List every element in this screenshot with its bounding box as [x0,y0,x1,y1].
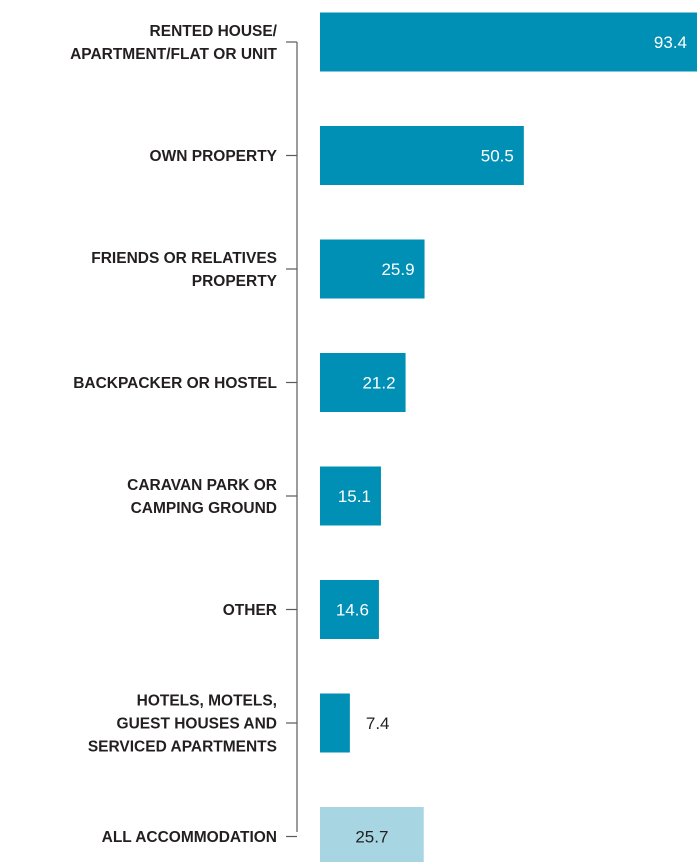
category-label-line: APARTMENT/FLAT OR UNIT [70,46,277,63]
bar-value-label: 14.6 [336,601,369,620]
category-label-line: HOTELS, MOTELS, [137,693,277,710]
bar-value-label: 21.2 [362,374,395,393]
category-label-line: FRIENDS OR RELATIVES [91,250,277,267]
category-label: OTHER [223,602,277,619]
value-labels-group: 93.4 50.5 25.9 21.2 15.1 14.6 7.4 25.7 [336,33,687,847]
category-label: OWN PROPERTY [150,148,278,165]
axis-ticks [286,41,297,838]
category-label-line: BACKPACKER OR HOSTEL [73,375,277,392]
bar [320,12,697,72]
category-labels-group: RENTED HOUSE/APARTMENT/FLAT OR UNIT OWN P… [70,23,278,846]
bar [320,239,425,299]
category-label: CARAVAN PARK OR CAMPING GROUND [127,477,277,517]
bar [320,353,406,412]
category-label-line: PROPERTY [192,273,278,290]
bar-value-label: 7.4 [366,714,390,733]
category-label-line: SERVICED APARTMENTS [88,739,277,756]
bar-value-label: 93.4 [654,33,687,52]
category-label-line: OTHER [223,602,277,619]
category-label: HOTELS, MOTELS, GUEST HOUSES AND SERVICED … [88,693,277,756]
bar-value-label: 25.9 [381,260,414,279]
category-label-line: GUEST HOUSES AND [117,716,277,733]
bar [320,126,524,185]
category-label: BACKPACKER OR HOSTEL [73,375,277,392]
bar-value-label: 25.7 [355,828,388,847]
category-label: RENTED HOUSE/APARTMENT/FLAT OR UNIT [70,23,278,63]
bars-group [320,12,697,862]
bar-value-label: 50.5 [481,147,514,166]
bar [320,693,350,753]
bar-value-label: 15.1 [338,487,371,506]
category-label: ALL ACCOMMODATION [102,829,277,846]
category-label-line: OWN PROPERTY [150,148,278,165]
category-label-line: ALL ACCOMMODATION [102,829,277,846]
category-label-line: RENTED HOUSE/ [150,23,278,40]
bar-all-accommodation [320,807,424,862]
category-label: FRIENDS OR RELATIVES PROPERTY [91,250,277,290]
category-label-line: CARAVAN PARK OR [127,477,277,494]
category-label-line: CAMPING GROUND [131,500,277,517]
bar [320,580,379,639]
bar [320,466,381,526]
